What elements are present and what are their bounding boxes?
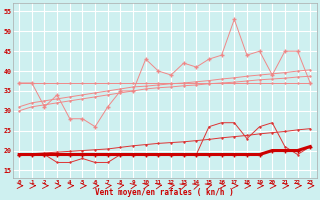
X-axis label: Vent moyen/en rafales ( kn/h ): Vent moyen/en rafales ( kn/h ) [95, 188, 234, 197]
